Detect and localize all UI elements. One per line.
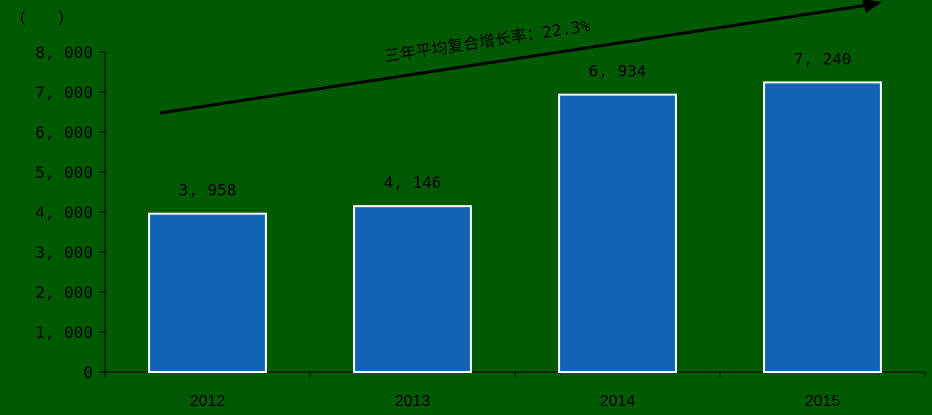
y-tick-label: 5, 000 — [35, 163, 93, 182]
y-tick-label: 3, 000 — [35, 243, 93, 262]
bar-2014 — [558, 93, 677, 373]
y-axis: 0 1, 000 2, 000 3, 000 4, 000 5, 000 6, 000 7, … — [35, 43, 106, 382]
x-axis: 2012 2013 2014 2015 — [104, 371, 926, 410]
y-tick-label: 7, 000 — [35, 83, 93, 102]
growth-rate-annotation: 三年平均复合增长率：22.3% — [383, 16, 592, 66]
unit-label: （ ） — [10, 9, 74, 28]
y-tick-label: 2, 000 — [35, 283, 93, 302]
x-category-label: 2013 — [395, 393, 431, 410]
data-label: 6, 934 — [589, 62, 647, 81]
bar-2013 — [353, 205, 472, 373]
bar-2012 — [148, 212, 267, 373]
y-tick-label: 4, 000 — [35, 203, 93, 222]
y-tick-label: 1, 000 — [35, 323, 93, 342]
data-label: 7, 240 — [794, 49, 852, 68]
y-tick-label: 8, 000 — [35, 43, 93, 62]
x-category-label: 2014 — [600, 393, 636, 410]
bars — [148, 81, 882, 374]
data-labels: 3, 958 4, 146 6, 934 7, 240 — [179, 49, 852, 199]
y-tick-label: 0 — [83, 363, 93, 382]
data-label: 4, 146 — [384, 173, 442, 192]
trend-arrow-line — [159, 3, 869, 115]
x-category-label: 2015 — [805, 393, 841, 410]
trend-arrow-head — [862, 0, 882, 13]
bar-2015 — [763, 81, 882, 374]
data-label: 3, 958 — [179, 181, 237, 200]
x-category-label: 2012 — [190, 393, 226, 410]
y-tick-label: 6, 000 — [35, 123, 93, 142]
